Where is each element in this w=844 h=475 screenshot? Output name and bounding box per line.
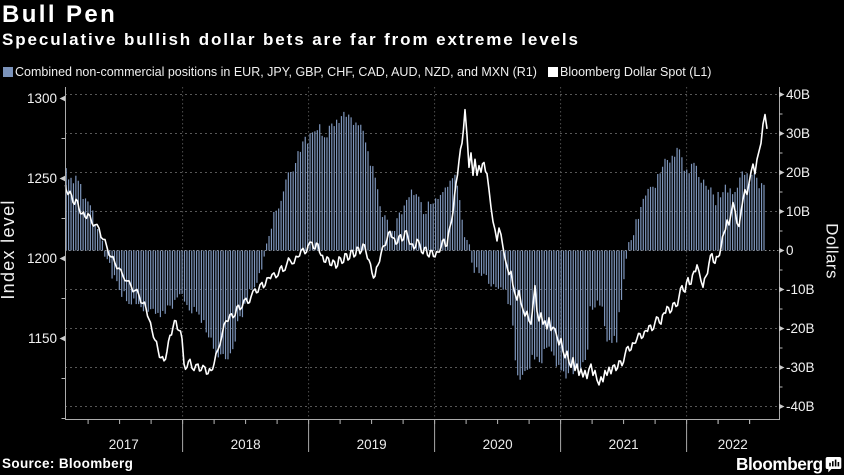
svg-text:1150: 1150 xyxy=(28,331,57,346)
svg-text:1300: 1300 xyxy=(27,91,57,106)
svg-text:-20B: -20B xyxy=(786,321,815,336)
svg-text:10B: 10B xyxy=(786,204,810,219)
svg-text:-40B: -40B xyxy=(786,399,815,414)
svg-text:0: 0 xyxy=(786,243,794,258)
svg-text:1200: 1200 xyxy=(27,251,57,266)
svg-text:Dollars: Dollars xyxy=(823,223,842,279)
svg-text:2018: 2018 xyxy=(231,437,261,452)
svg-text:2022: 2022 xyxy=(718,437,748,452)
svg-text:1250: 1250 xyxy=(27,171,57,186)
svg-text:30B: 30B xyxy=(786,126,810,141)
svg-text:2019: 2019 xyxy=(357,437,387,452)
svg-text:-10B: -10B xyxy=(786,282,815,297)
svg-text:-30B: -30B xyxy=(786,360,815,375)
svg-text:2017: 2017 xyxy=(109,437,139,452)
svg-text:2021: 2021 xyxy=(609,437,639,452)
svg-text:40B: 40B xyxy=(786,87,810,102)
svg-text:Index level: Index level xyxy=(0,199,18,299)
svg-text:20B: 20B xyxy=(786,165,810,180)
svg-text:2020: 2020 xyxy=(483,437,513,452)
